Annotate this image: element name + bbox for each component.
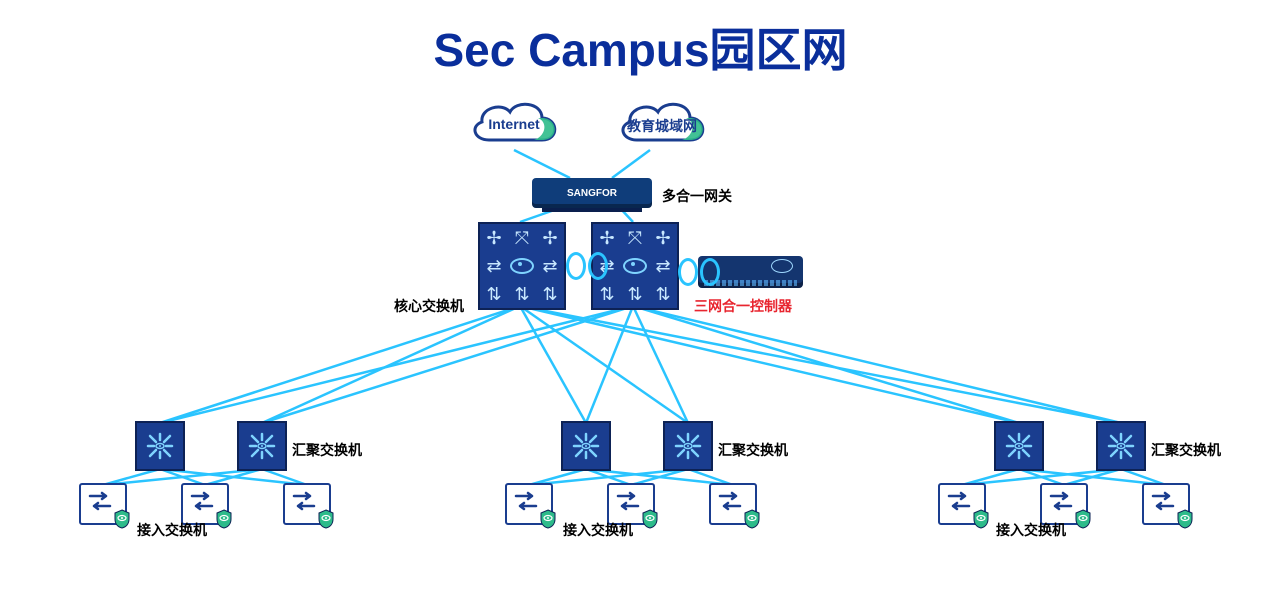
access-switch xyxy=(283,483,331,525)
aggregation-switch xyxy=(663,421,713,471)
access-switch xyxy=(181,483,229,525)
aggregation-switch xyxy=(237,421,287,471)
access-switch-label: 接入交换机 xyxy=(996,520,1066,540)
core-switch-label: 核心交换机 xyxy=(394,296,464,316)
aggregation-switch-label: 汇聚交换机 xyxy=(1151,440,1221,460)
access-switch xyxy=(79,483,127,525)
aggregation-switch xyxy=(135,421,185,471)
access-switch-label: 接入交换机 xyxy=(137,520,207,540)
access-switch xyxy=(709,483,757,525)
access-switch xyxy=(1040,483,1088,525)
aggregation-switch xyxy=(994,421,1044,471)
controller-label: 三网合一控制器 xyxy=(694,296,792,316)
cloud-label: 教育城域网 xyxy=(612,116,712,136)
ring-connector xyxy=(678,258,720,286)
cloud-label: Internet xyxy=(464,116,564,132)
access-switch xyxy=(938,483,986,525)
aggregation-switch xyxy=(561,421,611,471)
access-switch xyxy=(505,483,553,525)
aggregation-switch-label: 汇聚交换机 xyxy=(718,440,788,460)
access-switch xyxy=(1142,483,1190,525)
core-switch: ✢⤧✢ ⇄⇄ ⇅⇅⇅ xyxy=(478,222,566,310)
aggregation-switch-label: 汇聚交换机 xyxy=(292,440,362,460)
ring-connector xyxy=(566,252,608,280)
aggregation-switch xyxy=(1096,421,1146,471)
edu-man-cloud: 教育城域网 xyxy=(612,92,712,152)
page-title: Sec Campus园区网 xyxy=(0,14,1281,80)
gateway-brand: SANGFOR xyxy=(567,188,617,199)
access-switch xyxy=(607,483,655,525)
access-switch-label: 接入交换机 xyxy=(563,520,633,540)
gateway-label: 多合一网关 xyxy=(662,186,732,206)
gateway-device: SANGFOR xyxy=(532,178,652,208)
internet-cloud: Internet xyxy=(464,92,564,152)
